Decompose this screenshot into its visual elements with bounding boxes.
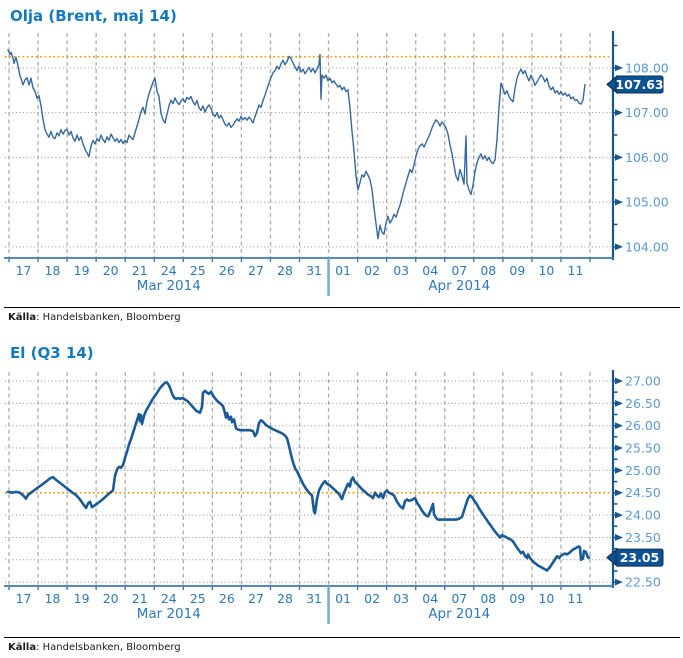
svg-text:21: 21 [132,263,148,278]
svg-text:19: 19 [74,263,90,278]
chart-title-oil: Olja (Brent, maj 14) [10,7,177,25]
svg-text:20: 20 [103,591,119,606]
last-value-badge: 23.05 [606,547,664,568]
svg-text:105.00: 105.00 [625,195,669,210]
svg-text:24: 24 [161,591,177,606]
svg-text:24: 24 [161,263,177,278]
y-axis: 108.00 107.00 106.00 105.00 104.00 [611,31,669,260]
svg-text:107.00: 107.00 [625,105,669,120]
svg-text:24.00: 24.00 [625,508,661,523]
svg-text:23.50: 23.50 [625,530,661,545]
svg-text:27.00: 27.00 [625,373,661,388]
svg-text:17: 17 [16,591,32,606]
svg-text:01: 01 [335,591,351,606]
svg-text:27: 27 [248,263,264,278]
chart-title-electricity: El (Q3 14) [10,344,94,362]
svg-text:09: 09 [509,591,525,606]
svg-text:07: 07 [451,263,467,278]
svg-text:26: 26 [219,591,235,606]
svg-text:08: 08 [480,591,496,606]
source-text: : Handelsbanken, Bloomberg [36,312,181,323]
svg-text:28: 28 [277,591,293,606]
divider-line [4,307,680,308]
svg-text:Apr 2014: Apr 2014 [428,606,490,622]
svg-text:24.50: 24.50 [625,485,661,500]
last-value-badge: 107.63 [606,74,664,95]
svg-text:19: 19 [74,591,90,606]
y-axis: 27.00 26.50 26.00 25.50 25.00 24.50 24.00 23.50… [611,370,661,590]
svg-text:25: 25 [190,263,206,278]
price-line [7,49,586,240]
svg-text:21: 21 [132,591,148,606]
svg-text:Apr 2014: Apr 2014 [428,278,490,294]
svg-text:17: 17 [16,263,32,278]
svg-text:104.00: 104.00 [625,239,669,254]
svg-text:25.00: 25.00 [625,463,661,478]
svg-text:26: 26 [219,263,235,278]
divider-line [4,637,680,638]
svg-text:07: 07 [451,591,467,606]
svg-text:03: 03 [393,263,409,278]
svg-text:26.00: 26.00 [625,418,661,433]
svg-text:01: 01 [335,263,351,278]
horizontal-gridlines [5,67,612,248]
svg-text:28: 28 [277,263,293,278]
svg-text:107.63: 107.63 [615,77,663,92]
svg-text:11: 11 [568,263,584,278]
svg-text:106.00: 106.00 [625,150,669,165]
svg-text:08: 08 [480,263,496,278]
source-label: Källa [8,642,37,653]
svg-text:26.50: 26.50 [625,396,661,411]
svg-text:31: 31 [306,263,322,278]
x-axis: 17 18 19 20 21 24 25 26 27 28 31 01 02 03 04 07 08 09 10 11… [4,257,614,296]
svg-text:20: 20 [103,263,119,278]
svg-text:108.00: 108.00 [625,60,669,75]
svg-text:02: 02 [364,591,380,606]
svg-text:25.50: 25.50 [625,441,661,456]
svg-text:22.50: 22.50 [625,575,661,590]
svg-text:23.05: 23.05 [620,550,660,565]
svg-text:03: 03 [393,591,409,606]
electricity-price-chart: 27.00 26.50 26.00 25.50 25.00 24.50 24.00 23.50… [4,370,664,624]
svg-text:10: 10 [538,591,554,606]
svg-text:11: 11 [568,591,584,606]
horizontal-gridlines [5,380,612,583]
svg-text:04: 04 [422,263,438,278]
source-note: Källa: Handelsbanken, Bloomberg [8,642,181,653]
svg-text:10: 10 [538,263,554,278]
svg-text:02: 02 [364,263,380,278]
svg-text:27: 27 [248,591,264,606]
source-label: Källa [8,312,37,323]
oil-price-chart: 108.00 107.00 106.00 105.00 104.00 17 18 19 20 21… [4,31,669,296]
svg-text:09: 09 [509,263,525,278]
svg-text:04: 04 [422,591,438,606]
price-line [6,380,591,572]
source-note: Källa: Handelsbanken, Bloomberg [8,312,181,323]
svg-text:Mar 2014: Mar 2014 [137,278,201,294]
source-text: : Handelsbanken, Bloomberg [36,642,181,653]
x-axis: 17 18 19 20 21 24 25 26 27 28 31 01 02 03 04 07 08 09 10 11… [4,585,614,624]
vertical-gridlines [8,33,591,258]
svg-text:18: 18 [45,591,61,606]
svg-text:18: 18 [45,263,61,278]
svg-text:31: 31 [306,591,322,606]
svg-text:25: 25 [190,591,206,606]
svg-text:Mar 2014: Mar 2014 [137,606,201,622]
